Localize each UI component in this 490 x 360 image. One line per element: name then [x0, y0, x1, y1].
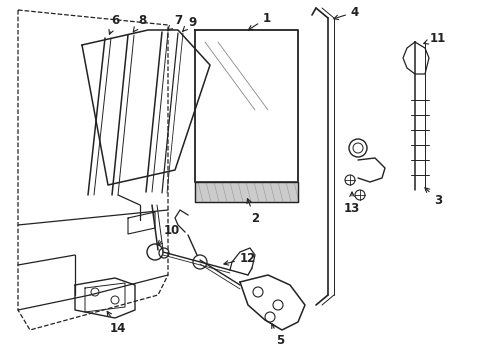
Text: 4: 4	[334, 5, 359, 19]
Text: 12: 12	[224, 252, 256, 265]
Text: 5: 5	[272, 324, 284, 346]
Text: 3: 3	[425, 188, 442, 207]
Text: 14: 14	[107, 311, 126, 334]
Text: 1: 1	[248, 12, 271, 30]
Text: 10: 10	[158, 224, 180, 245]
Text: 2: 2	[247, 199, 259, 225]
Text: 9: 9	[183, 15, 196, 31]
Text: 11: 11	[424, 32, 446, 45]
Polygon shape	[195, 182, 298, 202]
Text: 7: 7	[168, 14, 182, 30]
Text: 8: 8	[133, 14, 146, 32]
Text: 13: 13	[344, 192, 360, 215]
Text: 6: 6	[109, 14, 119, 34]
